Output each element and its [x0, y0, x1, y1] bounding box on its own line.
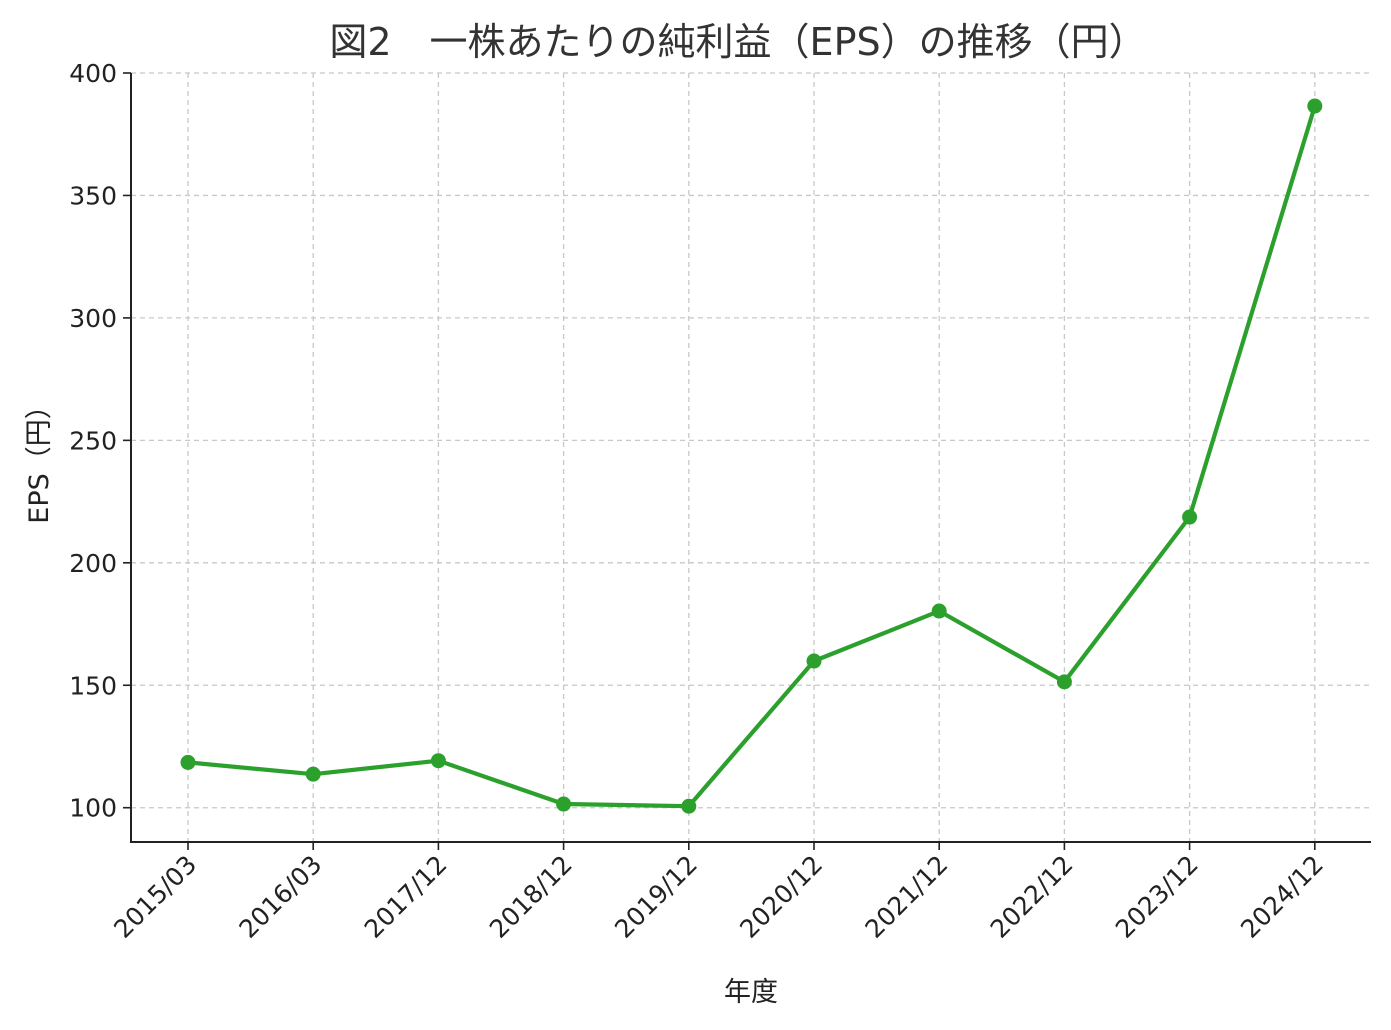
data-point: [931, 603, 947, 619]
data-point: [180, 754, 196, 770]
y-tick-label: 300: [69, 304, 117, 333]
x-axis-label: 年度: [724, 977, 778, 1008]
x-tick-label: 2017/12: [359, 850, 453, 944]
y-tick-label: 400: [69, 59, 117, 88]
x-tick-label: 2019/12: [609, 850, 703, 944]
data-point: [1307, 98, 1323, 114]
x-tick-label: 2020/12: [734, 850, 828, 944]
data-point: [1182, 509, 1198, 525]
data-point: [556, 796, 572, 812]
x-tick-label: 2015/03: [108, 850, 202, 944]
y-axis-label: EPS（円）: [24, 392, 55, 523]
series-line: [185, 103, 1317, 809]
x-tick-label: 2024/12: [1235, 850, 1329, 944]
y-ticks: 100 150 200 250 300 350 400: [69, 59, 131, 823]
y-tick-label: 200: [69, 549, 117, 578]
x-tick-label: 2023/12: [1110, 850, 1204, 944]
chart-title: 図2 一株あたりの純利益（EPS）の推移（円）: [329, 20, 1146, 64]
data-point: [806, 653, 822, 669]
series-layer: [180, 98, 1323, 814]
grid-layer: [131, 72, 1371, 842]
data-point: [1056, 674, 1072, 690]
axis-layer: [130, 73, 1371, 843]
y-tick-label: 250: [69, 426, 117, 455]
y-tick-label: 150: [69, 671, 117, 700]
x-tick-label: 2021/12: [859, 850, 953, 944]
data-point: [305, 766, 321, 782]
x-tick-label: 2022/12: [985, 850, 1079, 944]
x-tick-label: 2018/12: [484, 850, 578, 944]
axis-lines: [130, 73, 1371, 843]
y-tick-label: 100: [69, 794, 117, 823]
data-point: [681, 798, 697, 814]
x-tick-label: 2016/03: [233, 850, 327, 944]
data-point: [430, 753, 446, 769]
x-ticks: 2015/03 2016/03 2017/12 2018/12 2019/12 2020/…: [108, 842, 1329, 944]
y-tick-label: 350: [69, 181, 117, 210]
